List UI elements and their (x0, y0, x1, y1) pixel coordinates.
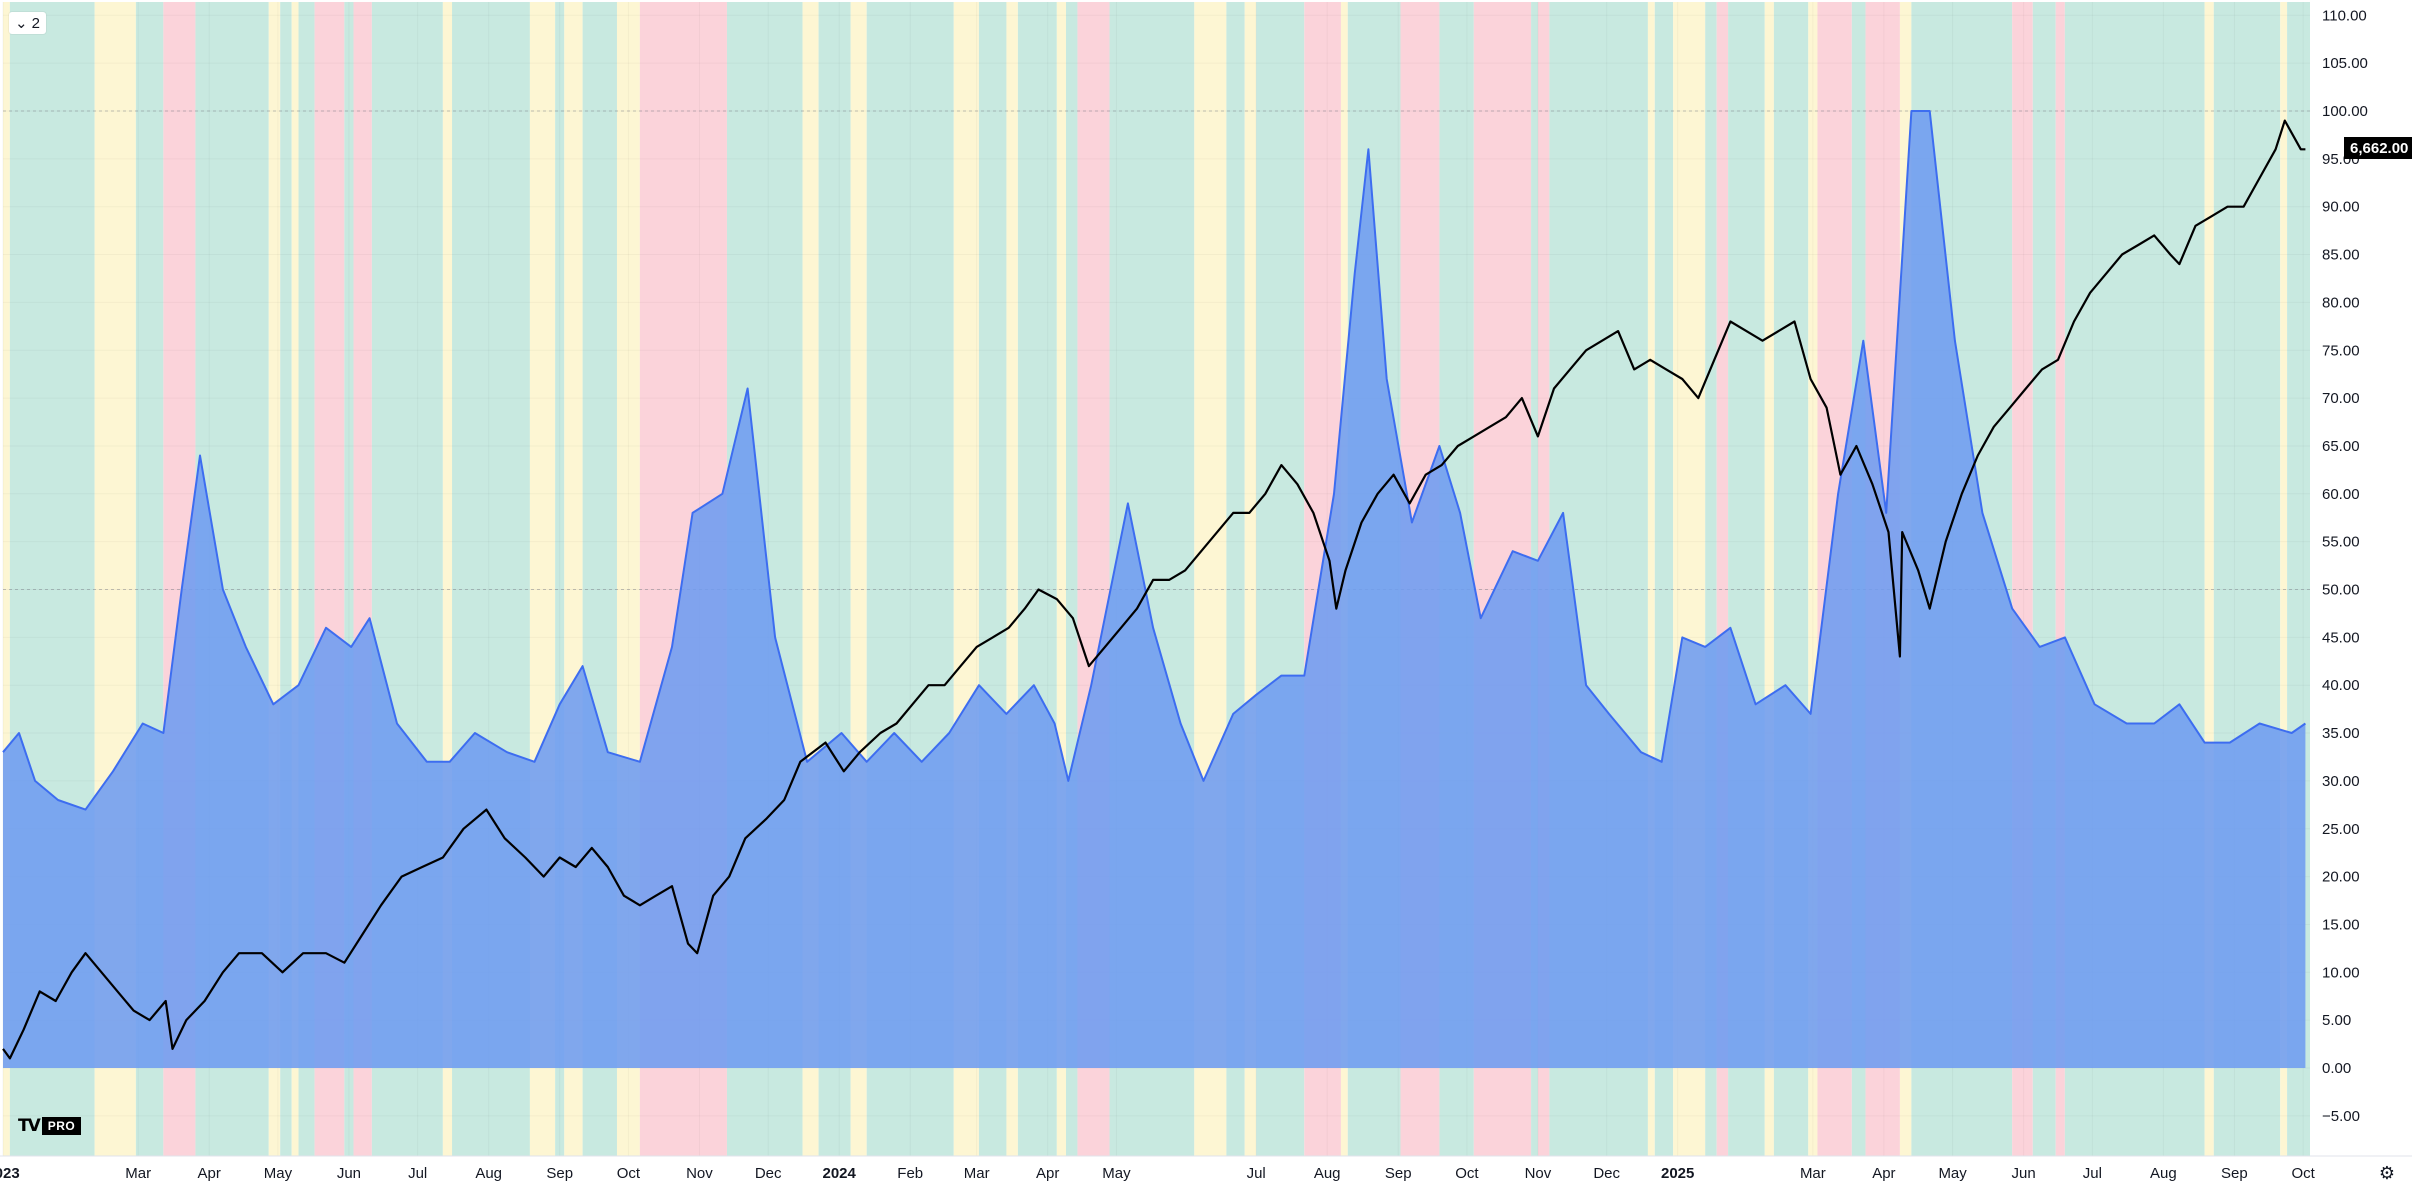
regime-band-yellow (291, 2, 299, 1156)
regime-band-green (555, 2, 565, 1156)
x-tick-label: Dec (1593, 1165, 1620, 1182)
y-tick-label: 20.00 (2322, 869, 2360, 886)
area-fill (3, 111, 2306, 1068)
regime-band-yellow (3, 2, 10, 1156)
x-tick-label: Mar (964, 1165, 990, 1182)
y-tick-label: 60.00 (2322, 486, 2360, 503)
regime-band-yellow (1808, 2, 1818, 1156)
x-tick-label: May (264, 1165, 293, 1182)
last-price-label: 6,662.00 (2344, 137, 2412, 159)
y-tick-label: 5.00 (2322, 1012, 2351, 1029)
x-tick-label: Nov (686, 1165, 713, 1182)
y-tick-label: 25.00 (2322, 821, 2360, 838)
x-tick-label: Feb (897, 1165, 923, 1182)
layout-label: 2 (31, 14, 40, 32)
x-tick-label: Sep (546, 1165, 573, 1182)
x-tick-label: Sep (1385, 1165, 1412, 1182)
y-tick-label: 35.00 (2322, 725, 2360, 742)
y-axis-bg (2310, 0, 2412, 1191)
y-axis[interactable]: 110.00105.00100.0095.0090.0085.0080.0075… (2310, 0, 2412, 1191)
y-tick-label: 105.00 (2322, 55, 2368, 72)
regime-band-yellow (268, 2, 281, 1156)
regime-band-green (344, 2, 354, 1156)
x-axis[interactable]: 2023 Mar Apr May Jun Jul Aug Sep Oct Nov Dec 2024 Fe… (0, 1155, 2412, 1191)
y-tick-label: 55.00 (2322, 534, 2360, 551)
x-tick-label: Mar (1800, 1165, 1826, 1182)
y-tick-label: −5.00 (2322, 1108, 2360, 1125)
regime-band-yellow (2280, 2, 2288, 1156)
x-tick-label: Jun (2012, 1165, 2036, 1182)
x-tick-label: 2024 (823, 1165, 857, 1182)
regime-band-yellow (1006, 2, 1018, 1156)
tradingview-logo[interactable]: TV PRO (18, 1116, 82, 1136)
regime-band-green (280, 2, 292, 1156)
chevron-down-icon: ⌄ (15, 15, 28, 32)
x-tick-label: Jul (2083, 1165, 2102, 1182)
x-tick-label: Aug (2150, 1165, 2177, 1182)
x-tick-label: Jun (337, 1165, 361, 1182)
x-tick-label: Sep (2221, 1165, 2248, 1182)
x-tick-label: Oct (617, 1165, 641, 1182)
x-tick-label: Apr (1036, 1165, 1059, 1182)
regime-band-yellow (1647, 2, 1655, 1156)
regime-band-yellow (1764, 2, 1774, 1156)
regime-band-green (1066, 2, 1078, 1156)
x-tick-label: Oct (1455, 1165, 1479, 1182)
y-tick-label: 110.00 (2322, 7, 2367, 24)
x-tick-label: 2025 (1661, 1165, 1694, 1182)
y-tick-label: 0.00 (2322, 1060, 2351, 1077)
y-tick-label: 50.00 (2322, 582, 2360, 599)
x-tick-label: 2023 (0, 1165, 20, 1182)
y-tick-label: 80.00 (2322, 294, 2360, 311)
x-tick-label: Apr (1872, 1165, 1895, 1182)
line-series (2, 119, 2306, 1060)
price-line (2, 119, 2306, 1060)
y-tick-label: 85.00 (2322, 247, 2360, 264)
area-line (2, 110, 2306, 811)
x-tick-label: Aug (1314, 1165, 1341, 1182)
y-tick-label: 65.00 (2322, 438, 2360, 455)
regime-band-red (2055, 2, 2065, 1156)
x-tick-label: Dec (755, 1165, 782, 1182)
x-tick-label: Nov (1525, 1165, 1552, 1182)
regime-band-red (1716, 2, 1729, 1156)
x-tick-label: Aug (475, 1165, 502, 1182)
x-axis-bg (0, 1156, 2412, 1191)
y-tick-label: 15.00 (2322, 916, 2360, 933)
regime-band-yellow (442, 2, 453, 1156)
y-tick-label: 30.00 (2322, 773, 2360, 790)
regime-band-green (1705, 2, 1717, 1156)
gear-icon[interactable]: ⚙ (2378, 1162, 2396, 1184)
x-tick-label: Jul (408, 1165, 427, 1182)
layout-toggle-button[interactable]: ⌄ 2 (9, 12, 46, 34)
x-tick-label: May (1938, 1165, 1967, 1182)
y-tick-label: 40.00 (2322, 677, 2360, 694)
tv-logo-mark: TV (18, 1116, 41, 1136)
x-tick-label: Mar (125, 1165, 151, 1182)
area-series (2, 110, 2306, 1068)
regime-band-yellow (2204, 2, 2214, 1156)
y-tick-label: 75.00 (2322, 342, 2360, 359)
y-tick-label: 45.00 (2322, 629, 2360, 646)
x-tick-label: May (1102, 1165, 1131, 1182)
x-tick-label: Oct (2291, 1165, 2315, 1182)
y-tick-label: 10.00 (2322, 964, 2360, 981)
pro-badge: PRO (41, 1117, 82, 1135)
x-tick-label: Jul (1247, 1165, 1266, 1182)
y-tick-label: 90.00 (2322, 199, 2360, 216)
regime-band-yellow (1244, 2, 1257, 1156)
regime-band-yellow (1056, 2, 1067, 1156)
y-tick-label: 70.00 (2322, 390, 2360, 407)
x-tick-label: Apr (198, 1165, 221, 1182)
y-tick-label: 100.00 (2322, 103, 2368, 120)
